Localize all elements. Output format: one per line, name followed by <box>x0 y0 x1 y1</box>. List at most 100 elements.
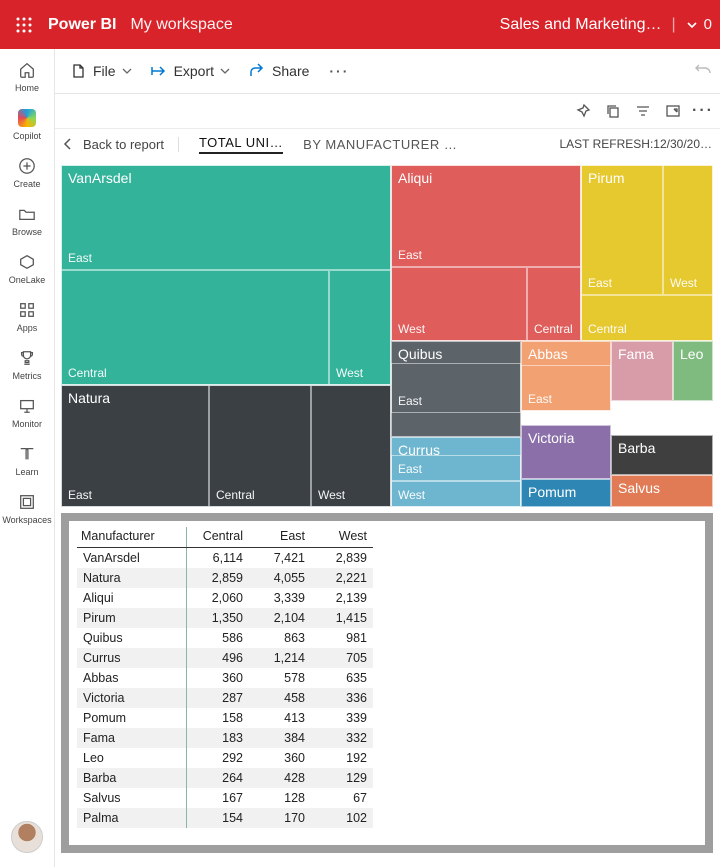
nav-learn[interactable]: Learn <box>0 437 54 485</box>
table-row[interactable]: Barba264428129 <box>77 768 373 788</box>
table-header-cell[interactable]: Manufacturer <box>77 527 187 548</box>
command-bar: File Export Share ··· <box>55 49 720 94</box>
treemap-sub-label: East <box>528 392 604 406</box>
table-cell: 1,350 <box>187 608 250 628</box>
nav-workspaces[interactable]: Workspaces <box>0 485 54 533</box>
copy-icon[interactable] <box>602 100 624 122</box>
treemap-cell-pirum-east: East <box>581 165 663 295</box>
folder-icon <box>16 203 38 225</box>
table-cell: 2,060 <box>187 588 250 608</box>
treemap-cell-label: Leo <box>680 346 706 362</box>
table-cell: 339 <box>311 708 373 728</box>
tab-total-units[interactable]: TOTAL UNI… <box>199 135 283 154</box>
nav-create[interactable]: Create <box>0 149 54 197</box>
table-row[interactable]: Pomum158413339 <box>77 708 373 728</box>
last-refresh-label: LAST REFRESH:12/30/20… <box>559 137 712 151</box>
table-row[interactable]: Fama183384332 <box>77 728 373 748</box>
table-row[interactable]: Natura2,8594,0552,221 <box>77 568 373 588</box>
treemap-sub-label: Central <box>216 488 304 502</box>
brand-label[interactable]: Power BI <box>48 16 116 34</box>
nav-metrics[interactable]: Metrics <box>0 341 54 389</box>
table-header-row: ManufacturerCentralEastWest <box>77 527 373 548</box>
table-row[interactable]: Quibus586863981 <box>77 628 373 648</box>
back-label: Back to report <box>83 137 164 152</box>
treemap-cell-label: Victoria <box>528 430 604 446</box>
visual-actions: ··· <box>55 94 720 129</box>
back-to-report-button[interactable]: Back to report <box>63 137 179 152</box>
table-row[interactable]: Abbas360578635 <box>77 668 373 688</box>
table-body: VanArsdel6,1147,4212,839Natura2,8594,055… <box>77 548 373 829</box>
treemap-cell-barba[interactable]: Barba <box>611 435 713 475</box>
table-cell: Natura <box>77 568 187 588</box>
treemap-cell-victoria[interactable]: Victoria <box>521 425 611 479</box>
pin-icon[interactable] <box>572 100 594 122</box>
chevron-down-icon <box>122 63 132 79</box>
nav-label: Monitor <box>12 419 42 429</box>
table-cell: 4,055 <box>249 568 311 588</box>
workspaces-icon <box>16 491 38 513</box>
more-icon[interactable]: ··· <box>692 100 714 122</box>
table-row[interactable]: Palma154170102 <box>77 808 373 828</box>
table-cell: 384 <box>249 728 311 748</box>
export-button[interactable]: Export <box>144 58 236 84</box>
treemap-cell-vanarsdel-east: East <box>61 165 391 270</box>
table-row[interactable]: Aliqui2,0603,3392,139 <box>77 588 373 608</box>
report-title[interactable]: Sales and Marketing… <box>500 16 662 34</box>
table-cell: 158 <box>187 708 250 728</box>
table-cell: 458 <box>249 688 311 708</box>
share-button[interactable]: Share <box>242 58 315 84</box>
treemap-cell-fama[interactable]: Fama <box>611 341 673 401</box>
table-cell: Abbas <box>77 668 187 688</box>
treemap-cell-salvus[interactable]: Salvus <box>611 475 713 507</box>
undo-icon[interactable] <box>694 61 712 82</box>
treemap-sub-label: Central <box>588 322 706 336</box>
table-cell: 128 <box>249 788 311 808</box>
avatar[interactable] <box>11 821 43 853</box>
table-row[interactable]: VanArsdel6,1147,4212,839 <box>77 548 373 569</box>
nav-monitor[interactable]: Monitor <box>0 389 54 437</box>
table-header-cell[interactable]: West <box>311 527 373 548</box>
content-area: File Export Share ··· <box>55 49 720 867</box>
table-row[interactable]: Leo292360192 <box>77 748 373 768</box>
app-launcher-icon[interactable] <box>8 9 40 41</box>
file-button[interactable]: File <box>63 58 138 84</box>
treemap-cell-aliqui-west: West <box>391 267 527 341</box>
treemap-visual[interactable]: VanArsdelEastCentralWestNaturaEastCentra… <box>61 165 713 507</box>
table-row[interactable]: Pirum1,3502,1041,415 <box>77 608 373 628</box>
table-row[interactable]: Currus4961,214705 <box>77 648 373 668</box>
treemap-cell-aliqui-central: Central <box>527 267 581 341</box>
focus-mode-icon[interactable] <box>662 100 684 122</box>
nav-label: Metrics <box>13 371 42 381</box>
trophy-icon <box>16 347 38 369</box>
more-options-button[interactable]: ··· <box>321 63 357 79</box>
nav-browse[interactable]: Browse <box>0 197 54 245</box>
nav-home[interactable]: Home <box>0 53 54 101</box>
chevron-down-icon[interactable] <box>686 19 698 31</box>
export-label: Export <box>174 63 214 79</box>
table-cell: Currus <box>77 648 187 668</box>
treemap-sub-label: West <box>398 322 520 336</box>
nav-label: Browse <box>12 227 42 237</box>
nav-label: Home <box>15 83 39 93</box>
table-cell: 2,839 <box>311 548 373 569</box>
treemap-sub-label: East <box>68 488 202 502</box>
treemap-cell-leo[interactable]: Leo <box>673 341 713 401</box>
table-row[interactable]: Victoria287458336 <box>77 688 373 708</box>
filter-icon[interactable] <box>632 100 654 122</box>
nav-onelake[interactable]: OneLake <box>0 245 54 293</box>
table-header-cell[interactable]: Central <box>187 527 250 548</box>
table-cell: 981 <box>311 628 373 648</box>
table-cell: 129 <box>311 768 373 788</box>
table-visual[interactable]: ManufacturerCentralEastWest VanArsdel6,1… <box>61 513 713 853</box>
treemap-cell-pomum[interactable]: Pomum <box>521 479 611 507</box>
table-row[interactable]: Salvus16712867 <box>77 788 373 808</box>
treemap-sub-label: East <box>68 251 384 265</box>
treemap-sub-label: West <box>398 488 514 502</box>
table-header-cell[interactable]: East <box>249 527 311 548</box>
tab-by-manufacturer[interactable]: BY MANUFACTURER … <box>303 137 457 152</box>
nav-apps[interactable]: Apps <box>0 293 54 341</box>
workspace-label[interactable]: My workspace <box>130 16 232 34</box>
treemap-cell-aliqui-east: East <box>391 165 581 267</box>
nav-copilot[interactable]: Copilot <box>0 101 54 149</box>
table-cell: Fama <box>77 728 187 748</box>
